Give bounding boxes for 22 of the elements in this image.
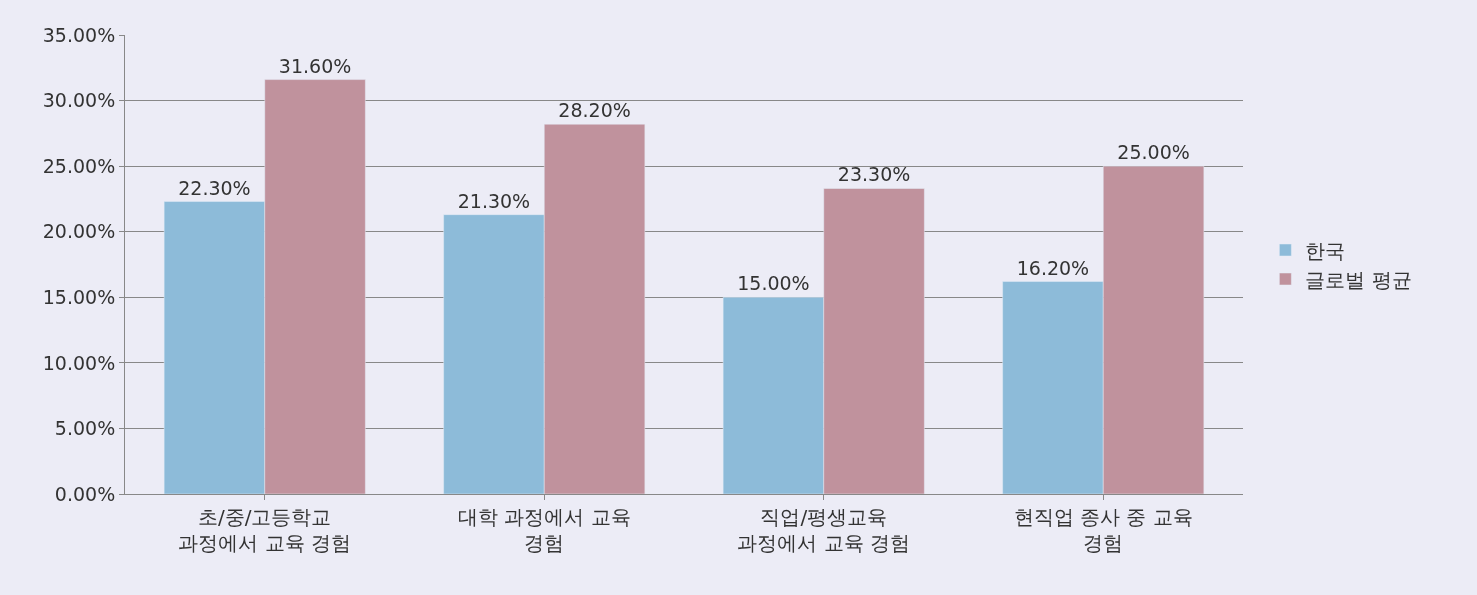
data-label: 28.20% (558, 99, 631, 122)
legend-label: 한국 (1305, 238, 1346, 263)
x-tick-label: 초/중/고등학교 과정에서 교육 경험 (178, 505, 352, 555)
data-label: 15.00% (737, 272, 810, 295)
legend-label: 글로벌 평균 (1305, 267, 1412, 292)
y-tick-label: 15.00% (42, 285, 116, 308)
y-tick-label: 0.00% (54, 482, 116, 505)
data-label: 21.30% (457, 189, 531, 212)
data-label: 31.60% (278, 54, 352, 77)
y-tick-label: 30.00% (42, 89, 116, 112)
y-tick-label: 10.00% (42, 351, 116, 374)
data-label: 16.20% (1016, 256, 1090, 279)
y-tick-label: 25.00% (42, 154, 116, 177)
y-tick-label: 20.00% (42, 220, 116, 243)
x-tick-label: 대학 과정에서 교육 경험 (457, 505, 631, 555)
x-tick-label: 직업/평생교육 과정에서 교육 경험 (737, 505, 911, 555)
x-tick-label: 현직업 종사 중 교육 경험 (1013, 505, 1193, 555)
y-tick-label: 35.00% (42, 23, 116, 46)
y-tick-label: 5.00% (54, 417, 116, 440)
data-label: 25.00% (1117, 141, 1190, 164)
data-label: 23.30% (837, 163, 911, 186)
data-label: 22.30% (178, 176, 251, 199)
